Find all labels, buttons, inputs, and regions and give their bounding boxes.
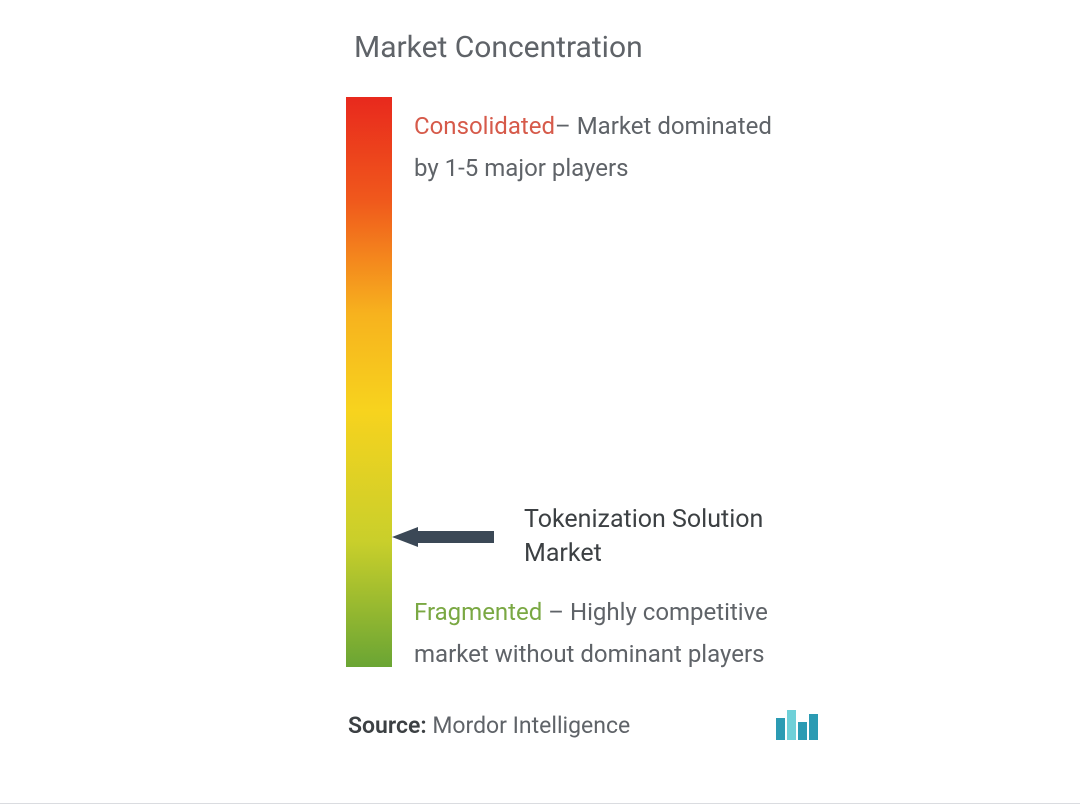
source-row: Source: Mordor Intelligence [348, 710, 818, 740]
market-position-marker: Tokenization Solution Market [392, 517, 784, 557]
scale-area: Consolidated– Market dominated by 1-5 ma… [346, 97, 816, 667]
source-value: Mordor Intelligence [432, 712, 630, 739]
bottom-divider [0, 803, 1080, 804]
market-name-label: Tokenization Solution Market [524, 503, 784, 571]
source-label: Source: [348, 712, 427, 739]
concentration-gradient-bar [346, 97, 392, 667]
source-text: Source: Mordor Intelligence [348, 712, 630, 739]
consolidated-highlight: Consolidated [414, 112, 555, 140]
chart-title: Market Concentration [354, 30, 816, 65]
consolidated-label: Consolidated– Market dominated by 1-5 ma… [414, 105, 774, 189]
fragmented-highlight: Fragmented [414, 598, 542, 626]
fragmented-label: Fragmented – Highly competitive market w… [414, 591, 774, 675]
mordor-logo-icon [776, 710, 818, 740]
arrow-left-icon [392, 527, 494, 547]
